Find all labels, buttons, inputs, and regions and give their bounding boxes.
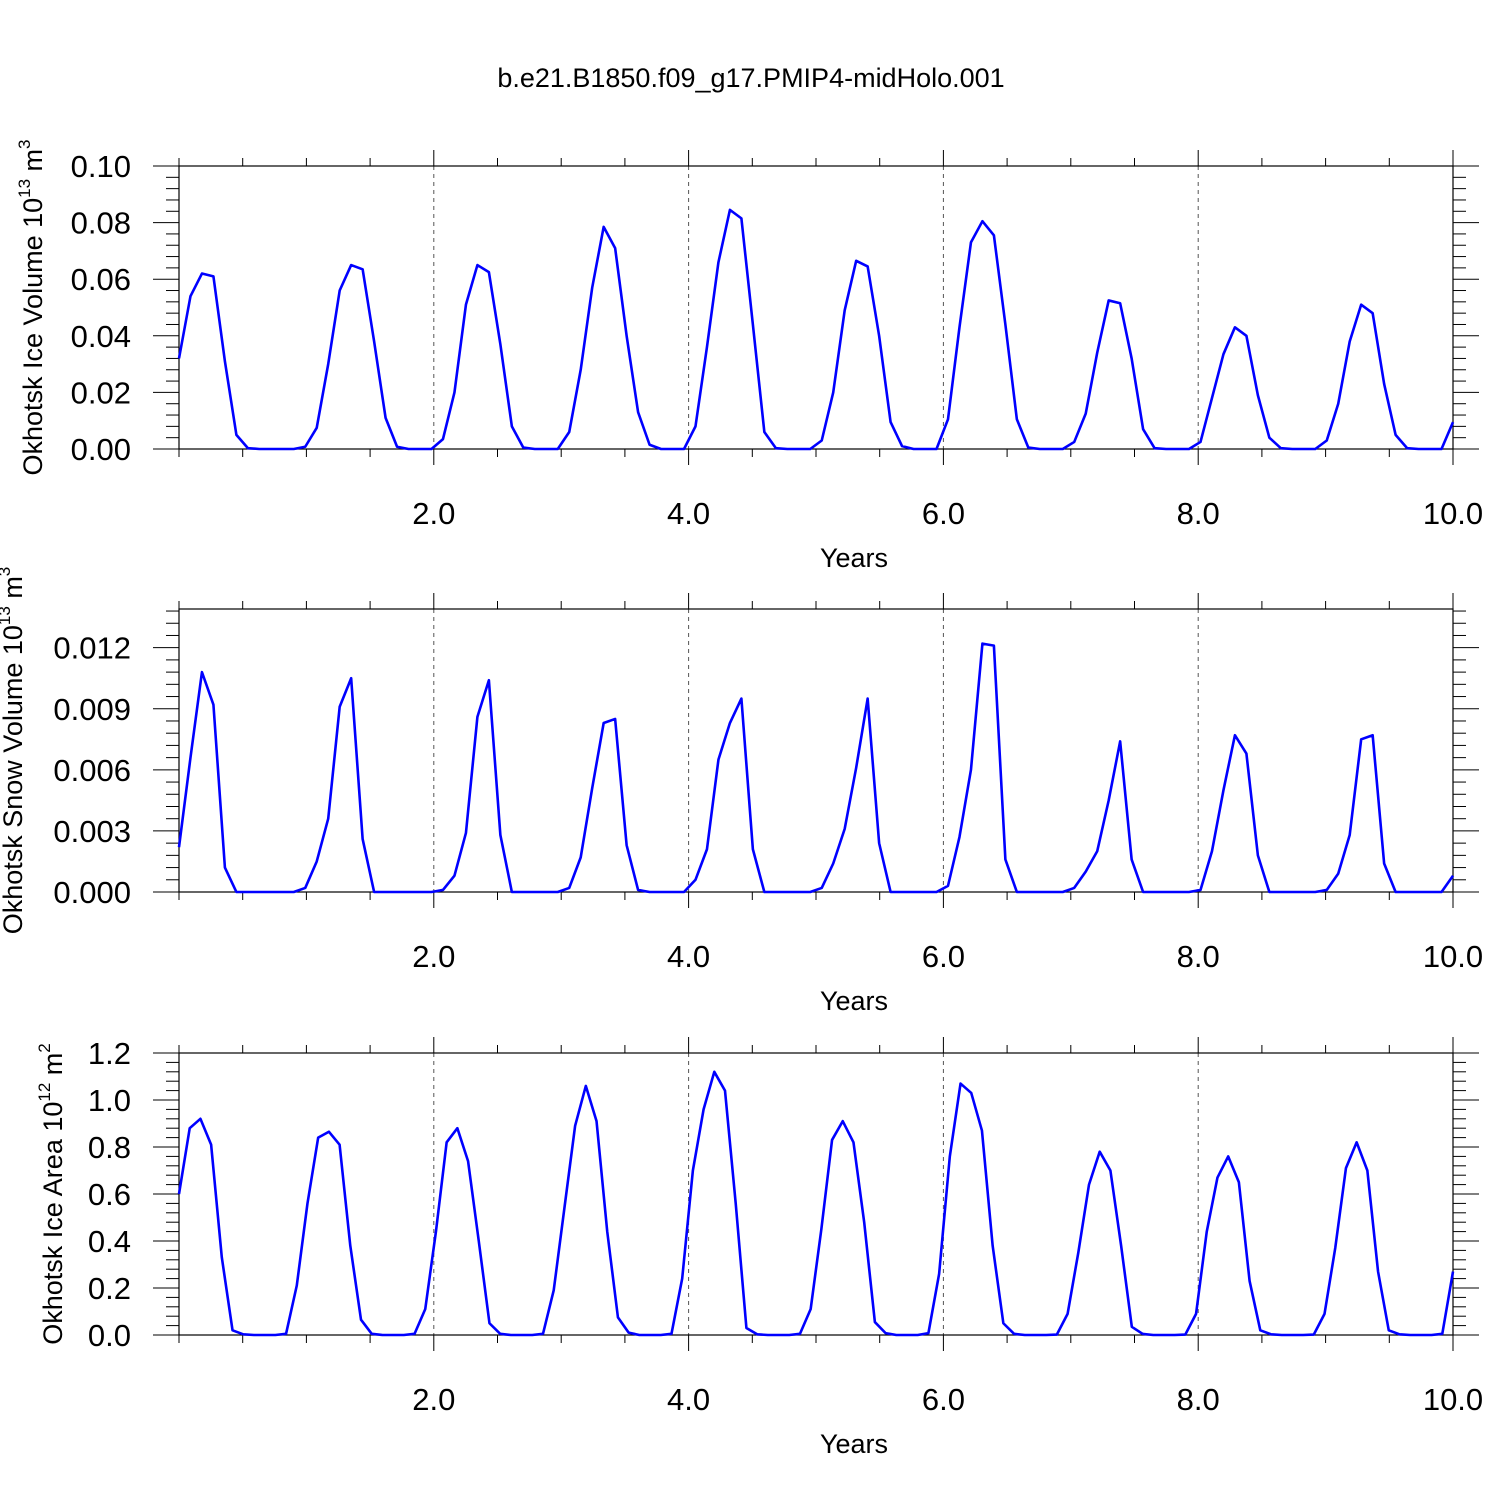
y-tick-label: 0.6 — [88, 1177, 131, 1212]
x-tick-label: 6.0 — [922, 1382, 965, 1417]
y-axis-label: Okhotsk Snow Volume 1013 m3 — [0, 567, 28, 935]
y-axis-label: Okhotsk Ice Area 1012 m2 — [35, 1043, 68, 1345]
y-tick-label: 0.02 — [71, 375, 131, 410]
y-tick-label: 0.10 — [71, 149, 131, 184]
plot-frame — [178, 1052, 1454, 1336]
x-axis-label: Years — [820, 543, 888, 573]
figure-title: b.e21.B1850.f09_g17.PMIP4-midHolo.001 — [497, 63, 1004, 93]
x-tick-label: 6.0 — [922, 939, 965, 974]
x-tick-label: 2.0 — [412, 939, 455, 974]
x-tick-label: 2.0 — [412, 496, 455, 531]
x-tick-label: 8.0 — [1177, 1382, 1220, 1417]
y-tick-label: 0.06 — [71, 262, 131, 297]
series-line — [177, 208, 1455, 451]
x-tick-label: 10.0 — [1423, 496, 1483, 531]
x-axis-label: Years — [820, 1429, 888, 1459]
y-tick-label: 0.00 — [71, 432, 131, 467]
y-tick-label: 0.000 — [53, 875, 131, 910]
y-axis-label: Okhotsk Ice Volume 1013 m3 — [15, 139, 48, 475]
y-tick-label: 0.009 — [53, 692, 131, 727]
x-tick-label: 8.0 — [1177, 939, 1220, 974]
x-tick-label: 8.0 — [1177, 496, 1220, 531]
x-tick-label: 4.0 — [667, 939, 710, 974]
y-tick-label: 0.8 — [88, 1130, 131, 1165]
x-tick-label: 10.0 — [1423, 1382, 1483, 1417]
y-tick-label: 0.012 — [53, 631, 131, 666]
y-tick-label: 0.006 — [53, 753, 131, 788]
x-tick-label: 4.0 — [667, 496, 710, 531]
y-tick-label: 0.4 — [88, 1224, 131, 1259]
y-tick-label: 0.003 — [53, 814, 131, 849]
panel-ice-volume: 2.0 4.0 6.0 8.0 10.0 0.00 0.02 0.04 0.06 0.08 0.10… — [15, 139, 1483, 573]
series-line — [177, 1070, 1455, 1337]
y-tick-label: 0.08 — [71, 206, 131, 241]
x-tick-label: 4.0 — [667, 1382, 710, 1417]
panel-snow-volume: 2.0 4.0 6.0 8.0 10.0 0.000 0.003 0.006 0.009 0.01… — [0, 567, 1483, 1016]
y-tick-label: 0.04 — [71, 319, 131, 354]
y-tick-label: 1.2 — [88, 1036, 131, 1071]
y-tick-label: 0.2 — [88, 1271, 131, 1306]
y-tick-label: 0.0 — [88, 1318, 131, 1353]
x-axis-label: Years — [820, 986, 888, 1016]
y-tick-label: 1.0 — [88, 1083, 131, 1118]
series-line — [177, 642, 1455, 894]
panel-ice-area: 2.0 4.0 6.0 8.0 10.0 0.0 0.2 0.4 0.6 0.8 1.0 1.2 Yea… — [35, 1036, 1483, 1459]
x-tick-label: 10.0 — [1423, 939, 1483, 974]
x-tick-label: 2.0 — [412, 1382, 455, 1417]
plot-frame — [178, 608, 1454, 893]
x-tick-label: 6.0 — [922, 496, 965, 531]
